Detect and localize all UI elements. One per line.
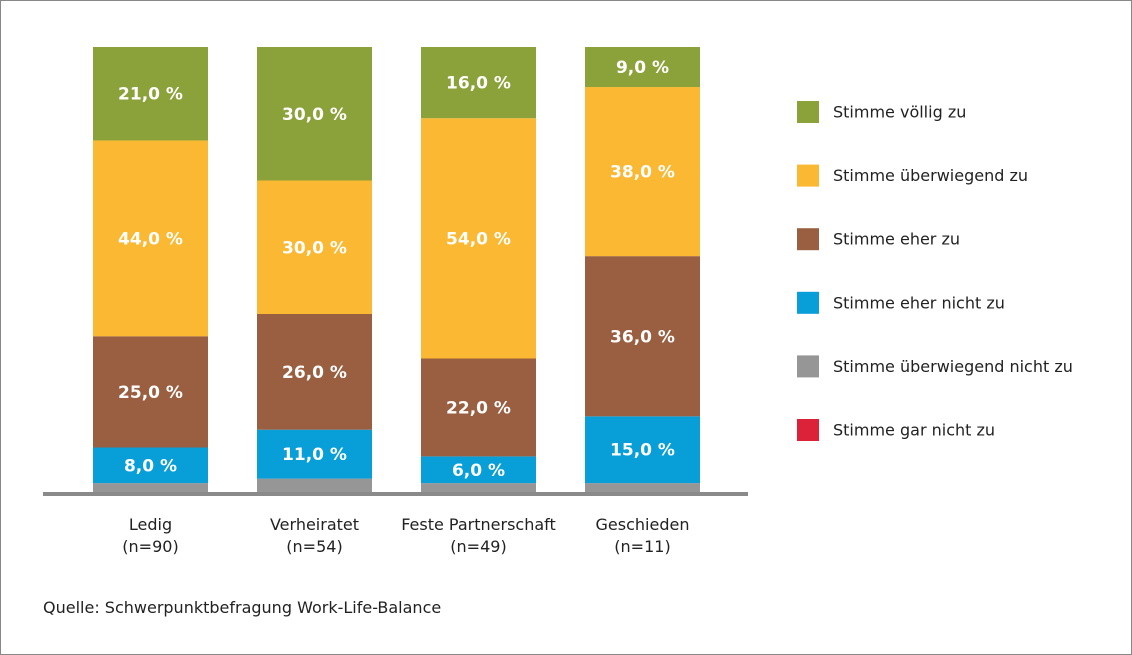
bar-segment [585,416,700,484]
data-label: 22,0 % [446,398,511,418]
bar-segment [585,47,700,88]
bar-segment [257,478,372,492]
bar-segment [421,456,536,484]
legend-swatch [797,101,819,123]
bar-segment [257,429,372,479]
bar-segment [93,336,208,448]
legend-swatch [797,419,819,441]
bar-segment [257,180,372,314]
legend-label: Stimme überwiegend zu [833,166,1028,185]
bar-segment [93,140,208,337]
data-label: 21,0 % [118,85,183,105]
bar-segment [421,47,536,119]
data-label: 44,0 % [118,229,183,249]
x-tick-label: Verheiratet (n=54) [269,515,360,556]
data-label: 9,0 % [616,58,669,78]
bar-segment [93,483,208,492]
legend-swatch [797,164,819,187]
legend-label: Stimme eher zu [833,230,960,249]
bar-segment [93,47,208,141]
x-tick-label: Feste Partnerschaft (n=49) [401,515,556,556]
data-label: 6,0 % [452,461,505,481]
data-label: 26,0 % [282,363,347,383]
bar-segment [585,87,700,257]
bar-segment [421,483,536,492]
data-label: 54,0 % [446,229,511,249]
legend-label: Stimme gar nicht zu [833,421,995,440]
data-label: 38,0 % [610,163,675,183]
data-label: 25,0 % [118,383,183,403]
data-label: 8,0 % [124,456,177,476]
legend-swatch [797,291,819,314]
data-label: 11,0 % [282,445,347,465]
data-label: 36,0 % [610,327,675,347]
bar-segment [585,256,700,417]
data-label: 30,0 % [282,238,347,258]
source: Quelle: Schwerpunktbefragung Work-Life-B… [43,598,442,617]
bar-segment [421,358,536,457]
legend-swatch [797,355,819,378]
legend-label: Stimme überwiegend nicht zu [833,357,1073,376]
data-label: 16,0 % [446,74,511,94]
bar-segment [585,483,700,492]
bar-segment [257,47,372,181]
data-label: 15,0 % [610,441,675,461]
bar-segment [421,118,536,359]
legend-label: Stimme eher nicht zu [833,293,1005,312]
legend-swatch [797,228,819,251]
legend-label: Stimme völlig zu [833,103,966,122]
bar-segment [93,447,208,484]
x-tick-label: Ledig (n=90) [122,515,179,556]
bar-segment [257,314,372,430]
x-tick-label: Geschieden (n=11) [595,515,690,556]
data-label: 30,0 % [282,105,347,125]
